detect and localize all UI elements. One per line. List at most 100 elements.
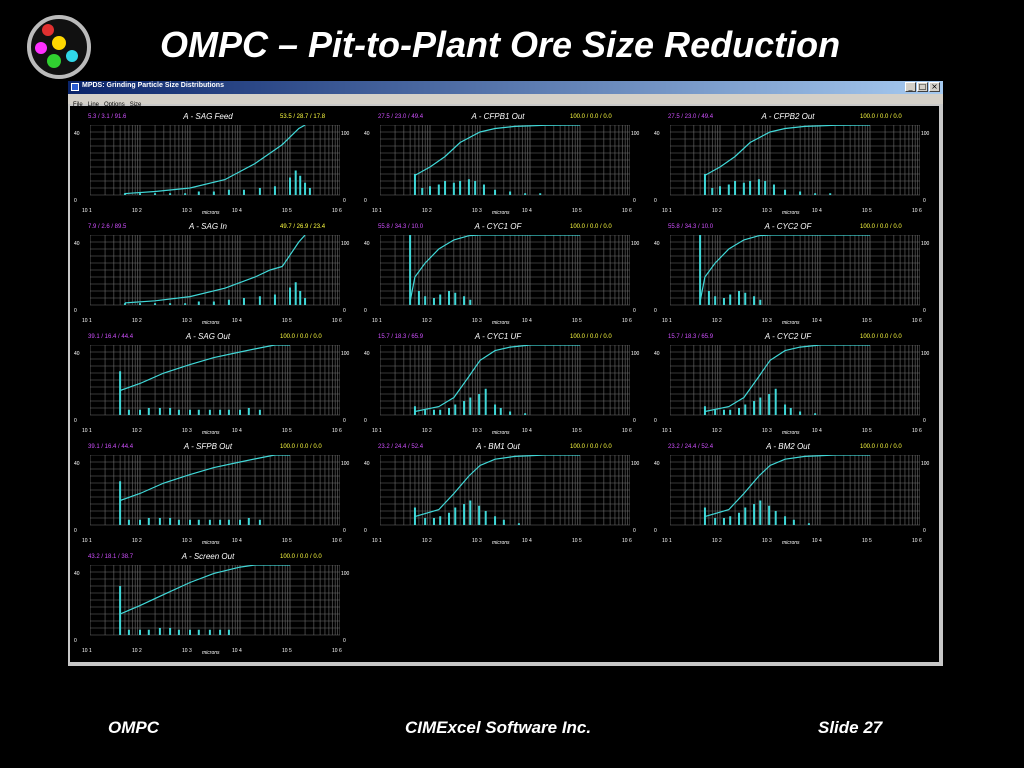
size-fraction-bar <box>452 182 455 195</box>
y-left-min-label: 0 <box>654 308 657 314</box>
x-tick-label: 10 2 <box>132 208 142 214</box>
size-fraction-bar <box>478 394 481 415</box>
left-stats: 39.1 / 16.4 / 44.4 <box>88 444 134 450</box>
size-fraction-bar <box>273 294 276 305</box>
x-tick-label: 10 6 <box>912 428 922 434</box>
x-tick-label: 10 4 <box>812 538 822 544</box>
left-stats: 23.2 / 24.4 / 52.4 <box>378 444 424 450</box>
chart-plot <box>90 345 340 416</box>
size-fraction-bar <box>177 519 180 525</box>
x-tick-label: 10 5 <box>282 428 292 434</box>
chart-plot <box>90 565 340 636</box>
size-fraction-bar <box>177 629 180 635</box>
size-fraction-bar <box>459 181 462 195</box>
x-tick-label: 10 6 <box>622 208 632 214</box>
size-fraction-bar <box>139 409 141 415</box>
size-fraction-bar <box>154 193 157 195</box>
x-tick-label: 10 2 <box>132 318 142 324</box>
x-axis-label: microns <box>492 320 510 326</box>
size-fraction-bar <box>734 181 737 195</box>
minimize-button[interactable]: _ <box>905 82 916 92</box>
size-fraction-bar <box>738 291 741 305</box>
x-tick-label: 10 2 <box>712 428 722 434</box>
y-right-max-label: 100 <box>631 131 640 137</box>
x-tick-label: 10 4 <box>812 208 822 214</box>
size-fraction-bar <box>139 303 141 305</box>
x-tick-label: 10 4 <box>232 648 242 654</box>
size-fraction-bar <box>304 298 307 305</box>
size-fraction-bar <box>729 516 732 525</box>
chart-panel: 39.1 / 16.4 / 44.4 A - SAG Out 100.0 / 0.0… <box>70 332 357 442</box>
size-fraction-bar <box>429 186 431 195</box>
footer-right: Slide 27 <box>818 718 883 737</box>
menu-size[interactable]: Size <box>129 102 142 108</box>
size-fraction-bar <box>239 409 241 415</box>
chart-title: A - CYC2 UF <box>764 332 812 341</box>
menu-line[interactable]: Line <box>87 102 100 108</box>
cumulative-passing-line <box>414 345 580 413</box>
size-fraction-bar <box>444 181 447 195</box>
size-fraction-bar <box>764 181 767 195</box>
size-fraction-bar <box>524 413 527 415</box>
x-tick-label: 10 4 <box>812 318 822 324</box>
size-fraction-bar <box>169 408 172 415</box>
y-right-max-label: 100 <box>341 131 350 137</box>
size-fraction-bar <box>413 406 416 415</box>
chart-panel: 55.8 / 34.3 / 10.0 A - CYC2 OF 100.0 / 0.0… <box>650 222 937 332</box>
size-fraction-bar <box>208 629 211 635</box>
size-fraction-bar <box>448 512 451 525</box>
size-fraction-bar <box>757 179 760 195</box>
size-fraction-bar <box>227 629 230 635</box>
size-fraction-bar <box>294 282 297 305</box>
close-button[interactable]: × <box>929 82 940 92</box>
size-fraction-bar <box>467 179 470 195</box>
x-tick-label: 10 3 <box>182 538 192 544</box>
size-fraction-bar <box>502 519 505 525</box>
y-right-min-label: 0 <box>343 418 346 424</box>
x-axis-label: microns <box>202 210 220 216</box>
menu-file[interactable]: File <box>73 102 83 108</box>
size-fraction-bar <box>714 409 717 415</box>
x-tick-label: 10 6 <box>332 318 342 324</box>
x-axis-label: microns <box>492 540 510 546</box>
x-tick-label: 10 1 <box>82 538 92 544</box>
size-fraction-bar <box>227 409 230 415</box>
cumulative-passing-line <box>704 455 870 518</box>
x-tick-label: 10 6 <box>332 208 342 214</box>
menu-options[interactable]: Options <box>104 102 125 108</box>
x-axis-label: microns <box>782 320 800 326</box>
y-right-max-label: 100 <box>631 461 640 467</box>
size-fraction-bar <box>774 388 777 415</box>
right-stats: 100.0 / 0.0 / 0.0 <box>570 224 612 230</box>
x-tick-label: 10 6 <box>912 318 922 324</box>
size-fraction-bar <box>197 519 200 525</box>
chart-plot <box>90 455 340 526</box>
window-titlebar[interactable]: MPDS: Grinding Particle Size Distributio… <box>68 81 943 94</box>
y-left-max-label: 40 <box>364 131 370 137</box>
footer-center: CIMExcel Software Inc. <box>405 718 592 737</box>
y-left-min-label: 0 <box>74 418 77 424</box>
right-stats: 100.0 / 0.0 / 0.0 <box>570 114 612 120</box>
x-tick-label: 10 5 <box>862 318 872 324</box>
y-left-min-label: 0 <box>364 418 367 424</box>
size-fraction-bar <box>494 404 497 415</box>
y-left-min-label: 0 <box>654 528 657 534</box>
size-fraction-bar <box>417 291 420 305</box>
x-tick-label: 10 6 <box>912 538 922 544</box>
size-fraction-bar <box>212 191 215 195</box>
size-fraction-bar <box>424 296 427 305</box>
y-right-max-label: 100 <box>341 461 350 467</box>
size-fraction-bar <box>189 519 191 525</box>
size-fraction-bar <box>784 516 787 525</box>
x-tick-label: 10 6 <box>332 648 342 654</box>
x-tick-label: 10 1 <box>372 318 382 324</box>
maximize-button[interactable]: □ <box>917 82 928 92</box>
size-fraction-bar <box>184 303 187 305</box>
chart-panel: 7.9 / 2.6 / 89.5 A - SAG In 49.7 / 26.9 / … <box>70 222 357 332</box>
size-fraction-bar <box>273 186 276 195</box>
size-fraction-bar <box>123 303 126 305</box>
left-stats: 27.5 / 23.0 / 49.4 <box>668 114 714 120</box>
y-left-max-label: 40 <box>74 461 80 467</box>
x-tick-label: 10 4 <box>522 208 532 214</box>
cumulative-passing-line <box>119 455 290 502</box>
